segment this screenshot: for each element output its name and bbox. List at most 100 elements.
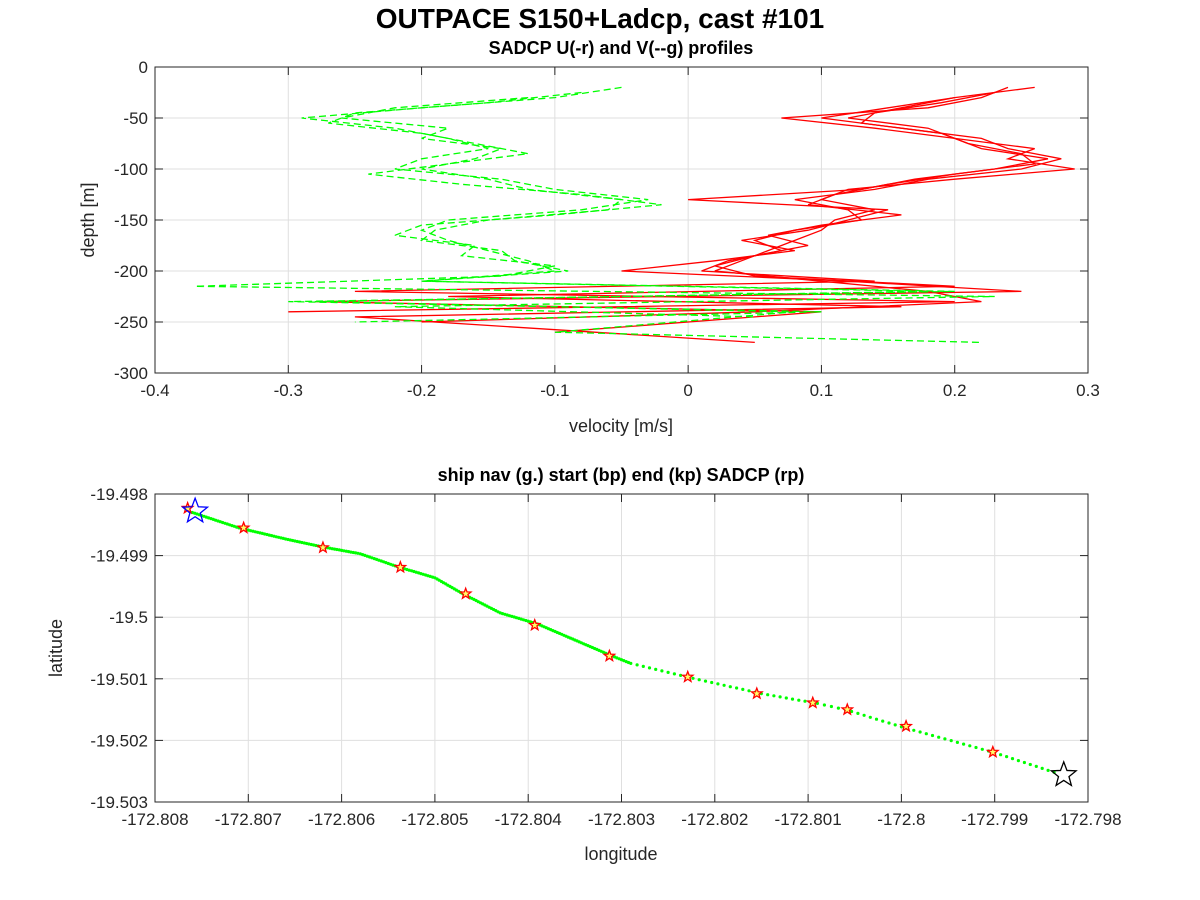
ship-nav-point [407, 568, 411, 572]
ship-nav-point [263, 532, 267, 536]
ship-nav-point [528, 620, 533, 624]
ship-nav-point [924, 732, 928, 736]
sadcp-point [602, 648, 617, 662]
sadcp-point [315, 540, 330, 554]
ship-nav-point [716, 682, 720, 686]
sadcp-point [985, 744, 1000, 759]
nav-xtick-label: -172.804 [495, 810, 562, 829]
ship-nav-point [221, 520, 225, 525]
u-profile-line-3 [354, 91, 1037, 344]
ship-nav-point [974, 745, 978, 750]
sadcp-point [805, 695, 820, 709]
sadcp-point [458, 586, 473, 600]
ship-nav-point [918, 730, 922, 734]
nav-xtick-label: -172.798 [1054, 810, 1121, 829]
velocity-profile-axes: SADCP U(-r) and V(--g) profiles -0.4 -0.3… [78, 38, 1100, 436]
profile-ytick-label: -150 [114, 211, 148, 230]
figure-title: OUTPACE S150+Ladcp, cast #101 [376, 3, 824, 34]
sadcp-point [680, 669, 695, 683]
v-profile-line-6 [314, 96, 982, 344]
ship-nav-point [284, 537, 288, 541]
ship-nav-point [741, 687, 745, 692]
ship-nav-point [943, 737, 947, 741]
ship-nav-point [747, 689, 751, 693]
ship-nav-point [784, 696, 788, 700]
profile-xtick-label: -0.3 [274, 381, 303, 400]
ship-nav-point [868, 715, 872, 719]
ship-nav-point [874, 717, 879, 721]
ship-nav-point [887, 721, 891, 725]
ship-nav-point [893, 723, 897, 727]
v-profile-line-5 [194, 91, 995, 318]
sadcp-point [899, 718, 914, 733]
ship-nav-point [778, 695, 782, 699]
nav-ylabel: latitude [46, 619, 66, 677]
nav-xtick-label: -172.803 [588, 810, 655, 829]
ship-nav-point [307, 542, 311, 546]
ship-nav-point [1034, 764, 1038, 769]
ship-nav-point [1016, 759, 1021, 763]
u-profile-line-0 [421, 86, 1075, 323]
ship-nav-point [955, 740, 960, 745]
profile-ticks: -0.4 -0.3 -0.2 -0.1 0 0.1 0.2 0.3 0 -50 -100 -150 -2… [114, 58, 1100, 400]
profile-ytick-label: -100 [114, 160, 148, 179]
ship-nav-point [703, 679, 708, 683]
sadcp-point [840, 702, 855, 716]
ship-nav-point [1005, 755, 1009, 759]
ship-nav-point [356, 551, 360, 555]
ship-nav-point [666, 670, 670, 675]
ship-nav-point [207, 516, 211, 520]
ship-nav-point [829, 704, 834, 709]
profile-data [194, 86, 1075, 344]
ship-nav-point [293, 539, 297, 543]
ship-nav-point [342, 549, 346, 553]
profile-ytick-label: -300 [114, 364, 148, 383]
profile-xtick-label: -0.2 [407, 381, 436, 400]
ship-nav-point [772, 694, 776, 698]
ship-nav-point [615, 656, 619, 660]
ship-nav-point [214, 518, 218, 522]
ship-nav-point [949, 739, 953, 743]
ship-nav-point [629, 661, 633, 666]
ship-nav-point [697, 678, 701, 682]
profile-xtick-label: 0 [683, 381, 692, 400]
ship-nav-point [507, 614, 512, 618]
profile-title: SADCP U(-r) and V(--g) profiles [489, 38, 754, 58]
nav-ytick-label: -19.503 [90, 793, 148, 812]
ship-nav-point [862, 713, 866, 717]
sadcp-point [236, 520, 251, 534]
profile-xtick-label: 0.3 [1076, 381, 1100, 400]
nav-xtick-label: -172.808 [121, 810, 188, 829]
ship-nav-point [335, 547, 339, 552]
ship-nav-point [735, 686, 739, 690]
ship-nav-point [514, 616, 519, 620]
nav-ytick-label: -19.501 [90, 670, 148, 689]
ship-nav-point [647, 666, 652, 670]
ship-nav-point [822, 703, 827, 707]
ship-nav-point [881, 719, 885, 723]
nav-xtick-label: -172.801 [775, 810, 842, 829]
ship-nav-point [962, 742, 966, 746]
ship-nav-point [803, 699, 807, 703]
ship-nav-point [256, 530, 260, 534]
profile-xtick-label: 0.2 [943, 381, 967, 400]
profile-xtick-label: -0.1 [540, 381, 569, 400]
ship-nav-point [277, 535, 281, 539]
ship-nav-point [349, 550, 353, 554]
nav-xtick-label: -172.806 [308, 810, 375, 829]
ship-nav-point [710, 680, 714, 685]
nav-xtick-label: -172.805 [401, 810, 468, 829]
ship-nav-point [660, 669, 664, 673]
ship-nav-point [999, 753, 1003, 757]
profile-xtick-label: -0.4 [140, 381, 169, 400]
ship-nav-point [691, 676, 695, 680]
ship-nav-point [414, 570, 418, 574]
ship-nav-point [1010, 757, 1015, 761]
start-marker [181, 496, 210, 524]
nav-data [180, 496, 1078, 787]
sadcp-point [393, 559, 408, 574]
ship-nav-point [766, 693, 770, 697]
profile-ytick-label: 0 [139, 58, 148, 77]
ship-nav-point [500, 612, 505, 616]
